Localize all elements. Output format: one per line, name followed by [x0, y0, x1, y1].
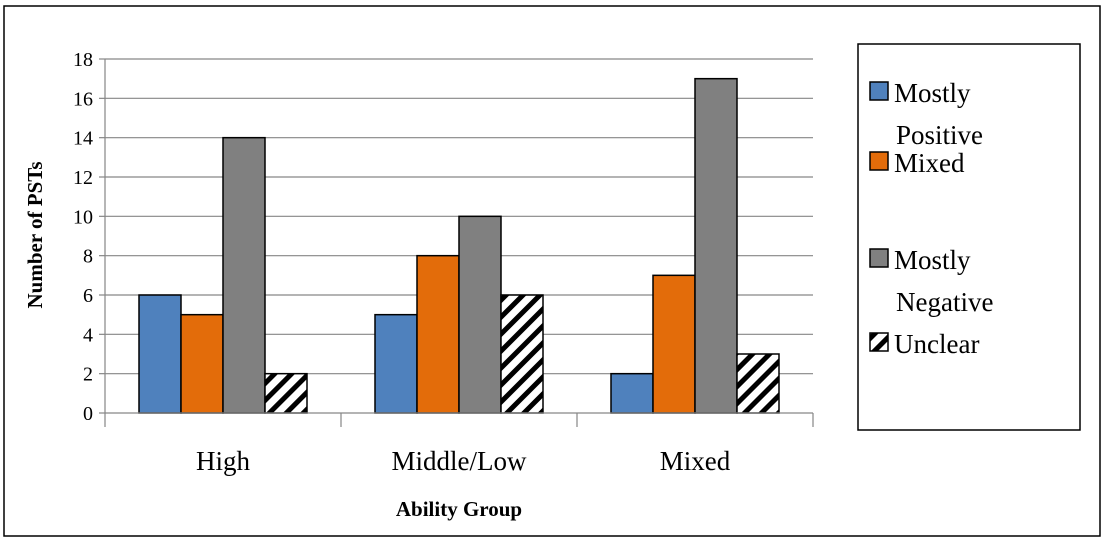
legend-box [857, 43, 1081, 431]
y-tick-label: 16 [73, 88, 93, 110]
bar-unclear [736, 353, 780, 414]
bar-unclear [500, 294, 544, 414]
y-tick-label: 8 [83, 246, 93, 268]
x-axis-title: Ability Group [396, 497, 522, 521]
bar-mostly-positive [374, 313, 418, 414]
bar-mostly-positive [138, 294, 182, 414]
legend-label: Negative [896, 287, 993, 317]
y-tick-label: 4 [83, 324, 93, 346]
y-tick-label: 14 [73, 128, 93, 150]
x-tick-label: High [196, 446, 251, 476]
legend-label: Positive [896, 120, 983, 150]
bars [138, 77, 780, 414]
bar-mostly-negative [222, 136, 266, 414]
legend-swatch [869, 151, 889, 171]
y-tick-label: 0 [83, 403, 93, 425]
legend-label: Mixed [894, 148, 965, 178]
y-tick-label: 10 [73, 206, 93, 228]
y-tick-label: 18 [73, 49, 93, 71]
y-tick-label: 6 [83, 285, 93, 307]
legend-label: Unclear [894, 329, 979, 359]
legend-swatch [869, 332, 889, 352]
y-axis-title: Number of PSTs [23, 161, 47, 308]
legend-label: Mostly [894, 245, 971, 275]
bar-mixed [416, 254, 460, 414]
y-tick-label: 2 [83, 364, 93, 386]
bar-mostly-negative [694, 77, 738, 414]
axes: 0 2 4 6 8 10 12 14 16 18 High Middle/Low Mixed [73, 49, 814, 476]
legend-swatch [869, 81, 889, 101]
bar-mostly-positive [610, 372, 654, 414]
legend-swatch [869, 248, 889, 268]
x-tick-label: Middle/Low [392, 446, 527, 476]
legend-label: Mostly [894, 78, 971, 108]
bar-mostly-negative [458, 215, 502, 414]
bar-unclear [264, 372, 308, 414]
y-tick-label: 12 [73, 167, 93, 189]
bar-mixed [652, 274, 696, 414]
x-tick-label: Mixed [660, 446, 731, 476]
bar-mixed [180, 313, 224, 414]
